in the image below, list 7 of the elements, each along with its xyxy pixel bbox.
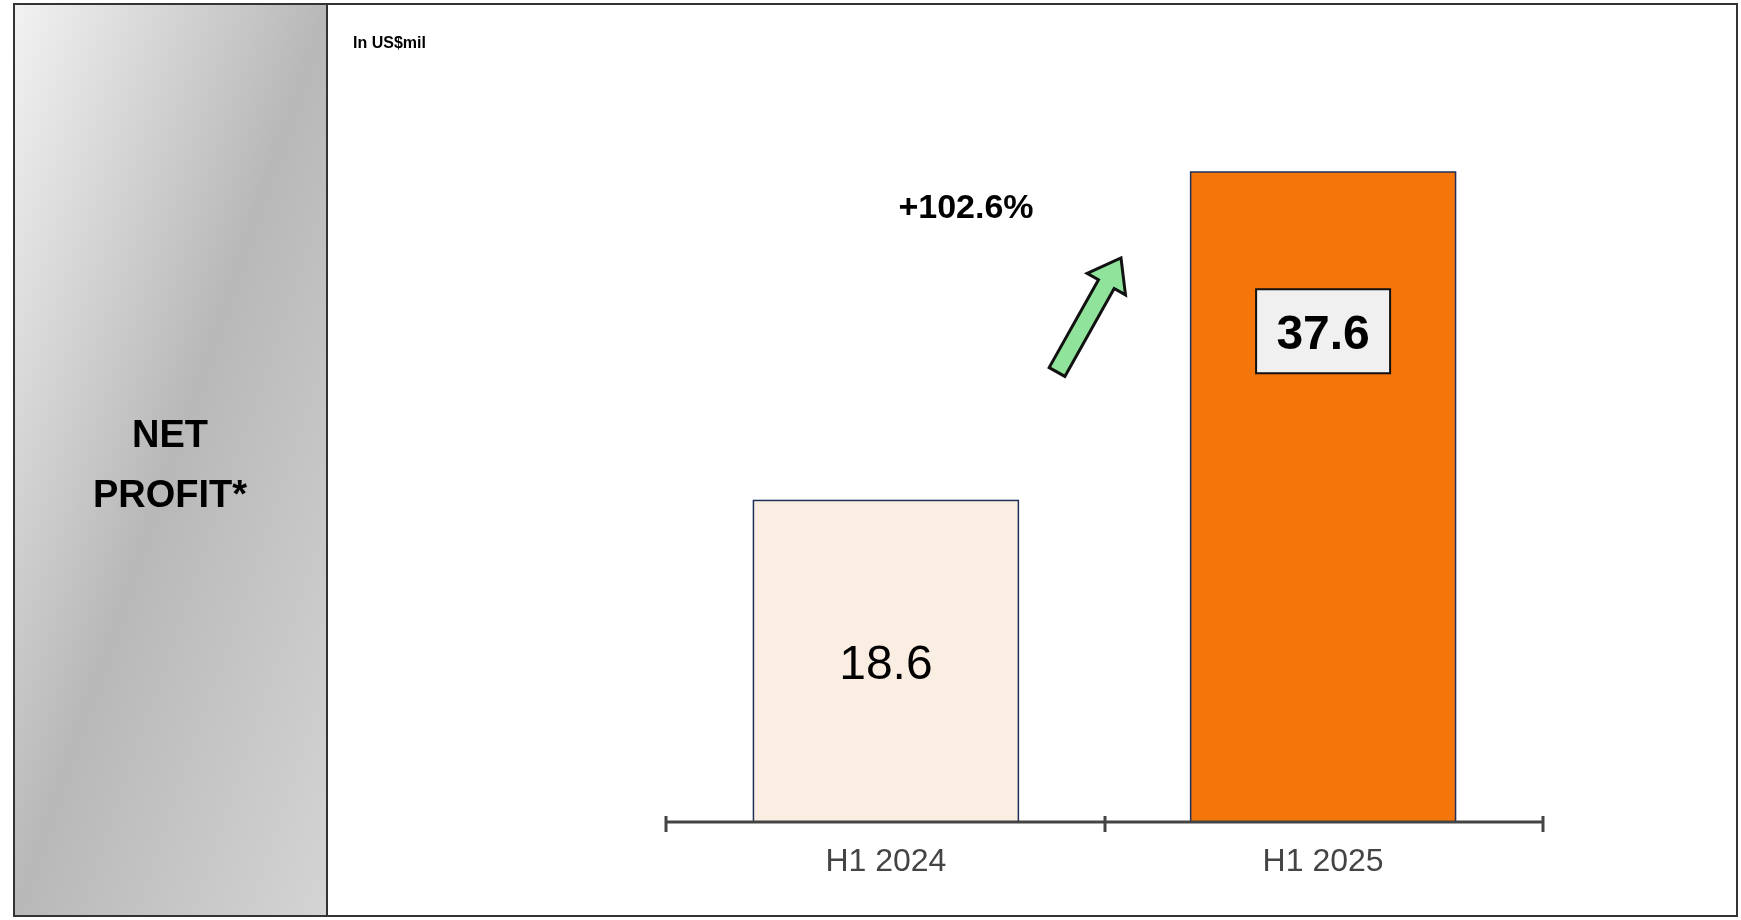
text: In US$mil — [353, 34, 426, 51]
annotation: +102.6% — [898, 187, 1034, 225]
x-tick-label: H1 2025 — [1262, 841, 1384, 878]
text: NET PROFIT* — [92, 413, 248, 515]
x-tick-label: H1 2024 — [825, 841, 947, 878]
data-label: 18.6 — [839, 635, 933, 689]
data-label: 37.6 — [1276, 305, 1370, 359]
